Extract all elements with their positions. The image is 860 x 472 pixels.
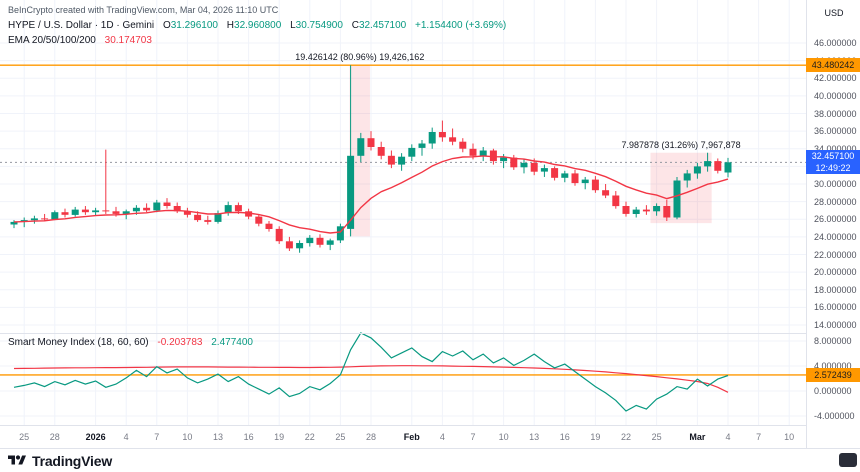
time-tick-label: 4 (439, 432, 445, 442)
time-tick-label: 10 (182, 432, 193, 442)
time-tick-label: 22 (304, 432, 315, 442)
price-tick-label: 20.000000 (814, 267, 857, 278)
tradingview-logo-text: TradingView (32, 452, 113, 469)
price-tick-label: 42.000000 (814, 73, 857, 84)
time-tick-label: 4 (123, 432, 129, 442)
time-tick-label: 19 (590, 432, 601, 442)
time-axis-separator (0, 425, 860, 426)
price-tick-label: 36.000000 (814, 126, 857, 137)
sub-tick-label: 4.000000 (814, 361, 852, 371)
time-tick-label: 22 (620, 432, 631, 442)
time-tick-label: Mar (689, 432, 706, 442)
time-tick-label: 28 (365, 432, 376, 442)
last-price-value: 32.457100 (811, 151, 855, 162)
time-tick-label: 28 (49, 432, 60, 442)
price-tick-label: 18.000000 (814, 284, 857, 295)
tradingview-logo[interactable]: TradingView (8, 453, 112, 469)
sub-tick-label: 0.000000 (814, 386, 852, 396)
footer-separator (0, 448, 860, 449)
time-tick-label: 4 (725, 432, 731, 442)
price-tick-label: 38.000000 (814, 108, 857, 119)
time-axis[interactable]: 25 28 2026 4 7 10 13 16 19 22 25 28 Feb 4 7 10 13 16 19 22 2… (0, 426, 806, 448)
time-tick-label: 10 (498, 432, 509, 442)
chart-area[interactable] (0, 0, 806, 448)
price-tick-label: 26.000000 (814, 214, 857, 225)
time-tick-label: 2026 (85, 432, 106, 442)
time-tick-label: 25 (651, 432, 662, 442)
scroll-corner-widget[interactable] (839, 453, 857, 467)
price-tick-label: 46.000000 (814, 38, 857, 48)
time-tick-label: 16 (559, 432, 570, 442)
sub-orange-level-badge: 2.572439 (806, 367, 860, 382)
price-tick-label: 16.000000 (814, 302, 857, 313)
time-tick-label: Feb (403, 432, 420, 442)
time-tick-label: 7 (470, 432, 476, 442)
time-tick-label: 19 (274, 432, 285, 442)
tradingview-logo-icon (8, 455, 26, 465)
sub-tick-label: -4.000000 (814, 411, 855, 421)
pane-separator[interactable] (0, 333, 860, 334)
price-tick-label: 22.000000 (814, 249, 857, 260)
chart-canvas[interactable] (0, 0, 806, 448)
time-tick-label: 13 (212, 432, 223, 442)
bar-countdown: 12:49:22 (815, 163, 851, 174)
time-tick-label: 13 (529, 432, 540, 442)
time-tick-label: 7 (756, 432, 762, 442)
sub-tick-label: 8.000000 (814, 336, 852, 346)
orange-level-badge: 43.480242 (806, 58, 860, 73)
time-tick-label: 25 (19, 432, 30, 442)
price-tick-label: 24.000000 (814, 231, 857, 242)
time-tick-label: 10 (784, 432, 795, 442)
time-tick-label: 7 (154, 432, 160, 442)
ema-line (13, 155, 729, 234)
price-tick-label: 30.000000 (814, 179, 857, 189)
price-tick-label: 14.000000 (814, 320, 857, 330)
candles-layer (10, 65, 732, 253)
time-tick-label: 16 (243, 432, 254, 442)
currency-label: USD (824, 8, 844, 18)
last-price-badge: 32.457100 12:49:22 (806, 150, 860, 175)
price-tick-label: 40.000000 (814, 90, 857, 101)
footer-bar: TradingView (0, 449, 860, 472)
price-tick-label: 28.000000 (814, 196, 857, 207)
time-tick-label: 25 (335, 432, 346, 442)
price-tick-label: 34.000000 (814, 143, 857, 154)
